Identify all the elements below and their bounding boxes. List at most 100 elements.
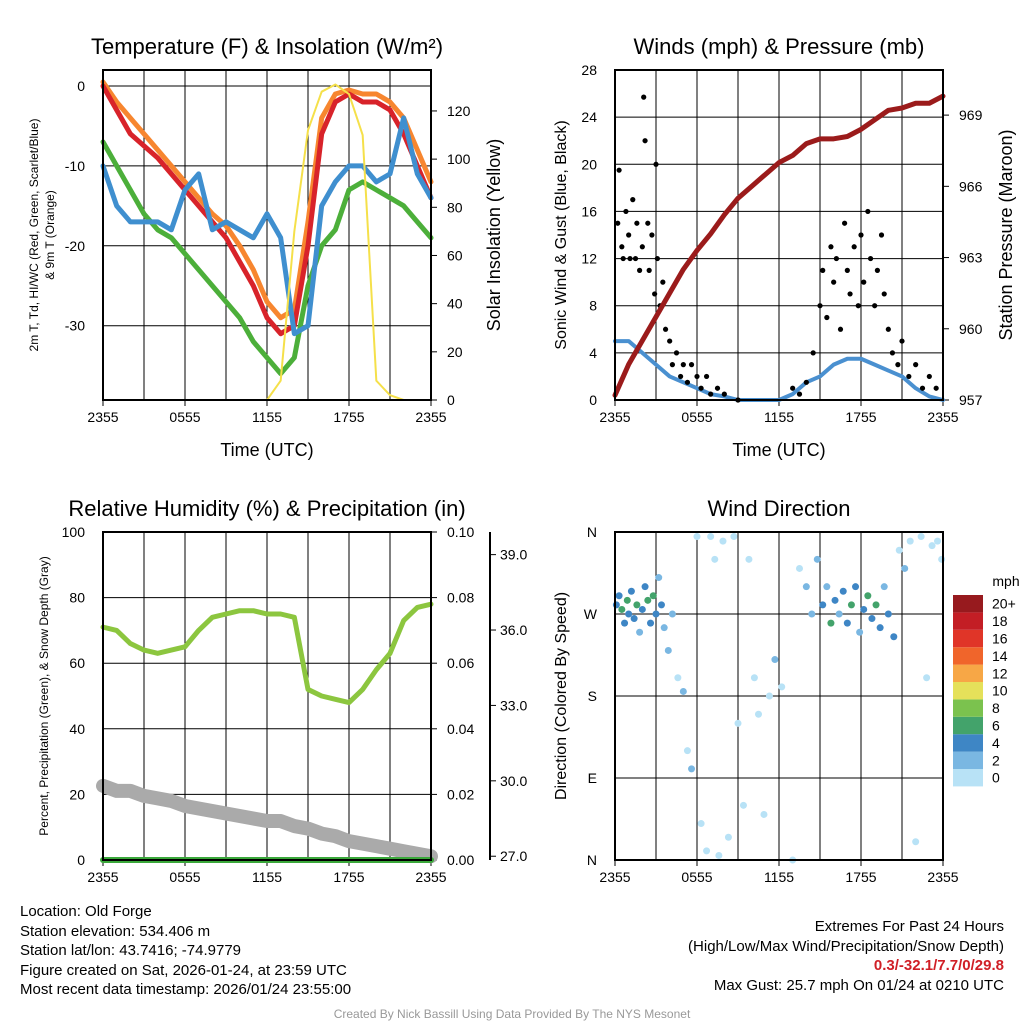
dir-point [633, 601, 641, 609]
dir-point [868, 615, 876, 623]
dir-point [644, 596, 652, 604]
temp-series-wc [100, 115, 434, 337]
wind-gust-point [865, 208, 871, 215]
legend-label: 0 [992, 770, 1000, 786]
rh-ytick-label: 0 [77, 852, 85, 868]
dir-point [884, 610, 892, 618]
wind-gust-point [642, 138, 648, 144]
dir-ytick-label: S [588, 688, 597, 704]
dir-title: Wind Direction [707, 496, 850, 521]
wind-series-pressure [612, 93, 946, 398]
dir-point [739, 801, 747, 809]
dir-point [938, 555, 946, 563]
temp-xtick-label: 2355 [87, 409, 118, 425]
wind-xlabel: Time (UTC) [732, 440, 825, 460]
dir-point [647, 619, 655, 627]
legend-swatch [953, 769, 983, 787]
dir-point [843, 619, 851, 627]
rh-ytick-label: 60 [69, 655, 85, 671]
max-gust: Max Gust: 25.7 mph On 01/24 at 0210 UTC [713, 976, 1004, 994]
wind-gust-point [653, 161, 659, 167]
dir-point [630, 615, 638, 623]
dir-point [636, 628, 644, 636]
dir-point [711, 555, 719, 563]
legend-swatch [953, 612, 983, 630]
dir-point [827, 619, 835, 627]
wind-gust-point [831, 279, 837, 285]
temp-ytick-label: -10 [65, 158, 85, 174]
wind-gust-point [855, 303, 861, 309]
wind-gust-point [639, 244, 645, 250]
legend-label: 16 [992, 631, 1008, 647]
dir-point [876, 624, 884, 632]
dir-point [730, 533, 738, 541]
rh-title: Relative Humidity (%) & Precipitation (i… [68, 496, 465, 521]
wind-gust-point [833, 255, 840, 262]
recent: Most recent data timestamp: 2026/01/24 2… [20, 981, 352, 998]
dir-xtick-label: 1755 [845, 869, 876, 885]
rh-y2tick-label: 0.08 [447, 590, 474, 606]
dir-point [928, 542, 936, 550]
dir-point [664, 646, 672, 654]
dir-ytick-label: E [588, 770, 597, 786]
dir-legend-title: mph [992, 573, 1019, 589]
wind-gust-point [796, 391, 803, 397]
legend-swatch [953, 682, 983, 700]
wind-gust-point [703, 373, 710, 380]
wind-gust-point [721, 391, 727, 397]
dir-point [719, 537, 727, 545]
legend-swatch [953, 595, 983, 613]
wind-gust-point [660, 279, 666, 285]
dir-point [655, 574, 663, 582]
temp-y2tick-label: 20 [447, 344, 463, 360]
wind-gust-point [803, 379, 809, 385]
dir-point [802, 583, 810, 591]
wind-gust-point [667, 338, 673, 344]
rh-series-rh [100, 601, 434, 706]
temp-ylabel: 2m T, Td, HI/WC (Red, Green, Scarlet/Blu… [27, 119, 41, 352]
dir-point [638, 605, 646, 613]
temp-y2tick-label: 120 [447, 103, 471, 119]
wind-gust-point [885, 326, 891, 332]
dir-point [652, 610, 660, 618]
rh-y3tick-label: 36.0 [500, 622, 527, 638]
temp-series-2m-t [100, 83, 434, 337]
wind-gust-point [861, 279, 867, 285]
dir-xtick-label: 1155 [764, 869, 794, 885]
dir-point [674, 674, 682, 682]
wind-gust-point [913, 362, 919, 368]
wind-gust-point [714, 385, 721, 391]
temp-xtick-label: 1155 [252, 409, 282, 425]
rh-y2tick-label: 0.04 [447, 721, 474, 737]
wind-ylabel: Sonic Wind & Gust (Blue, Black) [553, 120, 570, 349]
credit: Created By Nick Bassill Using Data Provi… [333, 1007, 691, 1021]
wind-gust-point [678, 373, 684, 380]
wind-ytick-label: 16 [581, 203, 597, 219]
wind-title: Winds (mph) & Pressure (mb) [634, 34, 925, 59]
rh-y3tick-label: 30.0 [500, 773, 527, 789]
dir-point [835, 610, 843, 618]
wind-ytick-label: 28 [581, 62, 597, 78]
wind-gust-point [847, 291, 853, 297]
wind-gust-point [616, 167, 622, 173]
dir-point [890, 633, 898, 641]
wind-gust-point [919, 385, 926, 391]
temp-y2tick-label: 0 [447, 392, 455, 408]
dir-point [623, 596, 631, 604]
dir-point [621, 619, 629, 627]
wind-gust-point [899, 338, 905, 344]
temp-series-td [100, 139, 434, 377]
wind-gust-point [654, 255, 660, 262]
dir-point [796, 564, 803, 572]
wind-gust-point [933, 385, 939, 391]
dir-point [615, 592, 623, 600]
dir-point [880, 583, 888, 591]
wind-frame [614, 69, 944, 401]
wind-gust-point [645, 220, 651, 226]
wind-gust-point [623, 208, 629, 215]
temp-ytick-label: -30 [65, 318, 85, 334]
dir-point [745, 555, 753, 563]
station-info: Location: Old Forge Station elevation: 5… [20, 902, 351, 1000]
extremes-values: 0.3/-32.1/7.7/0/29.8 [873, 957, 1004, 974]
